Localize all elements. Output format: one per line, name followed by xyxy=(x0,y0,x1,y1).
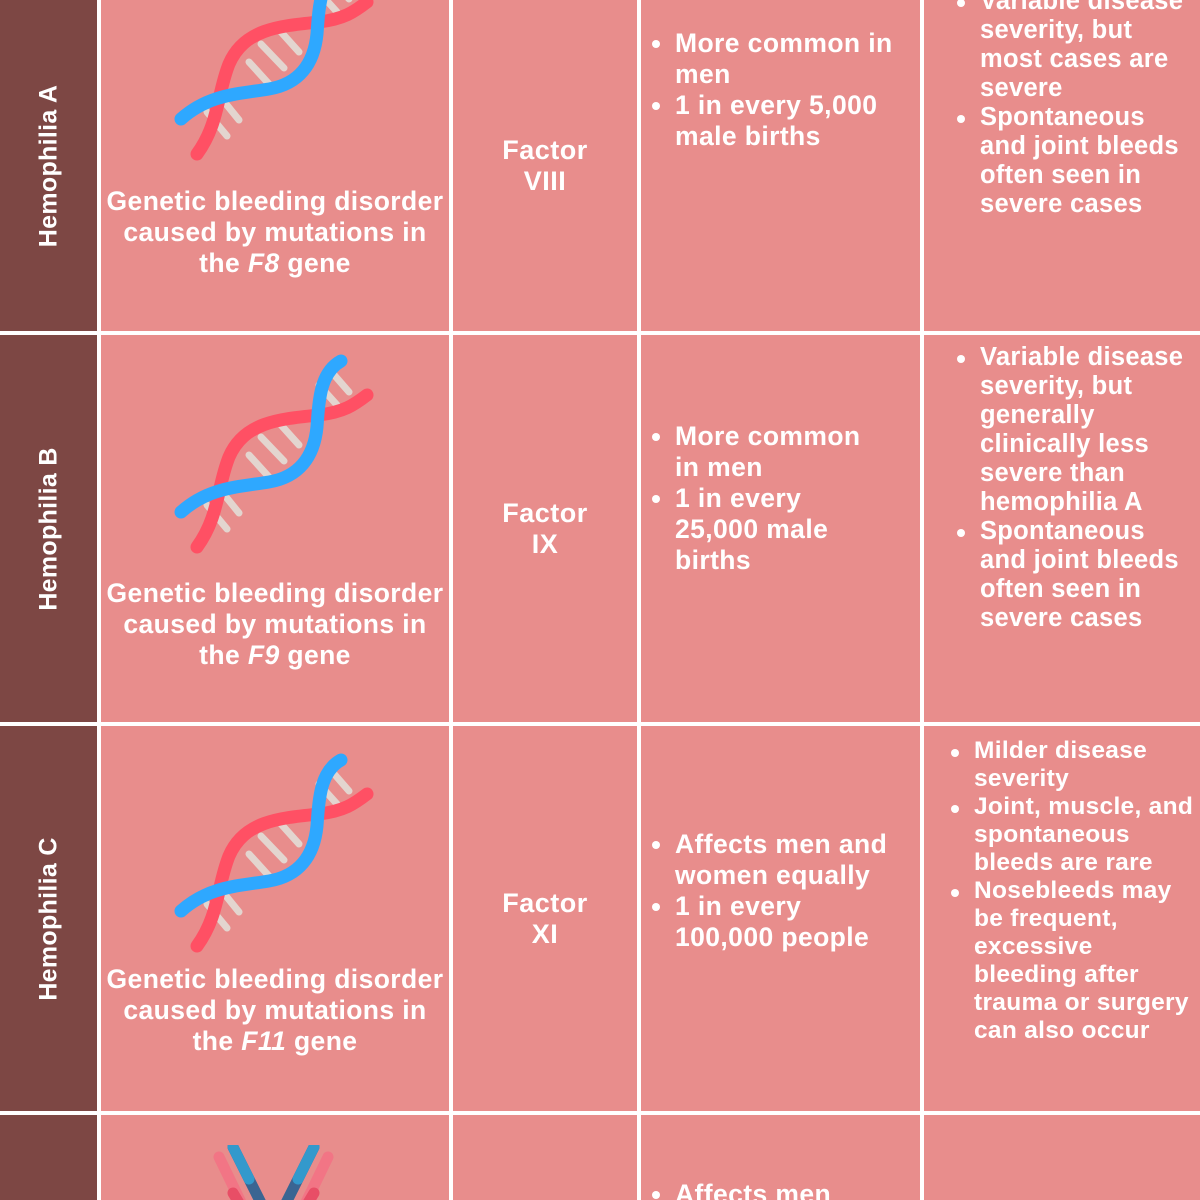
gene-name: F8 xyxy=(247,248,280,278)
severity-cell: Variable disease severity, but most case… xyxy=(924,0,1200,331)
row-header-hemophilia-b: Hemophilia B xyxy=(0,335,97,722)
prevalence-item: Affects men xyxy=(649,1179,898,1200)
severity-item: Milder disease severity xyxy=(948,737,1196,793)
severity-cell: Variable disease severity, but generally… xyxy=(924,335,1200,722)
condition-name: Hemophilia B xyxy=(34,446,62,611)
prevalence-item: 1 in every 5,000 male births xyxy=(649,90,912,152)
factor-label: Factor VIII xyxy=(502,134,588,196)
dna-icon xyxy=(174,753,374,953)
row-header xyxy=(0,1115,97,1200)
prevalence-cell: More common in men 1 in every 5,000 male… xyxy=(641,0,920,331)
description-cell: Genetic bleeding disorder caused by muta… xyxy=(101,335,449,722)
description: Genetic bleeding disorder caused by muta… xyxy=(106,578,444,670)
description-cell: Genetic bleeding disorder caused by muta… xyxy=(101,0,449,331)
severity-item: Spontaneous and joint bleeds often seen … xyxy=(954,103,1190,219)
factor-cell: Factor VIII xyxy=(453,0,637,331)
dna-icon xyxy=(174,0,374,161)
factor-cell: Factor IX xyxy=(453,335,637,722)
description-cell xyxy=(101,1115,449,1200)
prevalence-item: More common in men xyxy=(649,28,912,90)
prevalence-cell: Affects men and women equally 1 in every… xyxy=(641,726,920,1111)
condition-name: Hemophilia C xyxy=(34,836,62,1001)
severity-item: Nosebleeds may be frequent, excessive bl… xyxy=(948,877,1196,1045)
row-header-hemophilia-c: Hemophilia C xyxy=(0,726,97,1111)
factor-label: Factor IX xyxy=(502,497,588,559)
dna-icon xyxy=(174,354,374,554)
description-cell: Genetic bleeding disorder caused by muta… xyxy=(101,726,449,1111)
severity-item: Variable disease severity, but generally… xyxy=(954,343,1190,517)
severity-cell: Milder disease severity Joint, muscle, a… xyxy=(924,726,1200,1111)
description: Genetic bleeding disorder caused by muta… xyxy=(106,964,444,1056)
prevalence-item: More common in men xyxy=(649,421,890,483)
row-header-hemophilia-a: Hemophilia A xyxy=(0,0,97,331)
factor-cell: Factor XI xyxy=(453,726,637,1111)
prevalence-cell: More common in men 1 in every 25,000 mal… xyxy=(641,335,920,722)
factor-cell xyxy=(453,1115,637,1200)
prevalence-cell: Affects men xyxy=(641,1115,920,1200)
description: Genetic bleeding disorder caused by muta… xyxy=(106,186,444,278)
condition-name: Hemophilia A xyxy=(34,84,62,247)
severity-item: Spontaneous and joint bleeds often seen … xyxy=(954,517,1190,633)
antibody-icon xyxy=(213,1145,334,1200)
prevalence-item: 1 in every 100,000 people xyxy=(649,891,898,953)
gene-name: F11 xyxy=(241,1026,287,1056)
severity-item: Variable disease severity, but most case… xyxy=(954,0,1190,103)
prevalence-item: 1 in every 25,000 male births xyxy=(649,483,890,576)
factor-label: Factor XI xyxy=(502,887,588,949)
prevalence-item: Affects men and women equally xyxy=(649,829,898,891)
severity-item: Joint, muscle, and spontaneous bleeds ar… xyxy=(948,793,1196,877)
gene-name: F9 xyxy=(247,640,280,670)
severity-cell xyxy=(924,1115,1200,1200)
